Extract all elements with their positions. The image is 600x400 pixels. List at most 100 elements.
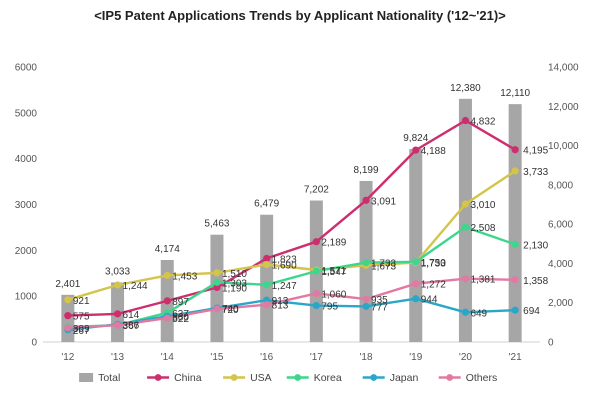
line-data-label-usa: 1,733 xyxy=(421,259,446,270)
right-axis-tick-label: 14,000 xyxy=(548,63,579,74)
right-axis-tick-label: 0 xyxy=(548,338,554,349)
point-japan xyxy=(461,308,470,316)
legend-label-korea: Korea xyxy=(314,372,342,384)
line-data-label-others: 1,060 xyxy=(321,289,346,300)
point-china xyxy=(113,310,122,318)
point-china xyxy=(213,283,221,292)
line-data-label-others: 1,381 xyxy=(470,275,495,286)
point-usa xyxy=(113,281,122,289)
x-axis-tick-label: '15 xyxy=(210,352,223,363)
point-usa xyxy=(461,200,470,208)
line-data-label-usa: 3,733 xyxy=(523,167,548,178)
line-data-label-usa: 1,453 xyxy=(172,271,197,282)
right-axis-tick-label: 10,000 xyxy=(548,141,579,152)
point-others xyxy=(64,324,72,332)
line-data-label-usa: 1,571 xyxy=(321,266,346,277)
bar-data-label: 7,202 xyxy=(304,185,329,196)
x-axis-tick-label: '16 xyxy=(260,352,273,363)
line-others xyxy=(67,277,516,329)
line-data-label-others: 1,272 xyxy=(421,280,446,291)
point-korea xyxy=(312,267,320,275)
point-usa xyxy=(263,260,271,269)
right-axis-tick-label: 2,000 xyxy=(548,298,573,309)
line-data-label-japan: 740 xyxy=(222,304,239,315)
line-data-label-japan: 267 xyxy=(73,326,90,337)
legend-marker-others xyxy=(446,374,454,381)
line-china xyxy=(67,119,516,317)
x-axis-tick-label: '20 xyxy=(459,352,472,363)
x-axis-tick-label: '13 xyxy=(111,352,124,363)
legend-marker-korea xyxy=(294,374,302,381)
point-china xyxy=(312,238,320,246)
line-data-label-china: 4,832 xyxy=(470,117,495,128)
line-data-label-korea: 1,303 xyxy=(222,278,247,289)
chart-title: <IP5 Patent Applications Trends by Appli… xyxy=(94,8,506,23)
bar-data-label: 4,174 xyxy=(155,244,180,255)
legend-label-total: Total xyxy=(98,372,120,384)
point-others xyxy=(163,314,171,322)
point-korea xyxy=(511,240,519,248)
point-china xyxy=(64,312,72,320)
line-data-label-usa: 1,690 xyxy=(272,261,297,272)
legend-marker-china xyxy=(154,374,162,381)
line-data-label-china: 2,189 xyxy=(321,238,346,249)
line-data-label-others: 935 xyxy=(371,295,388,306)
point-japan xyxy=(511,306,519,314)
bar-data-label: 6,479 xyxy=(254,199,279,210)
line-data-label-others: 720 xyxy=(222,305,239,316)
line-data-label-korea: 1,750 xyxy=(421,258,446,269)
point-korea xyxy=(362,258,370,267)
line-data-label-korea: 637 xyxy=(172,309,189,320)
line-data-label-japan: 777 xyxy=(371,302,388,313)
point-china xyxy=(461,116,470,125)
line-data-label-others: 309 xyxy=(73,324,90,335)
point-china xyxy=(362,196,370,204)
point-usa xyxy=(213,269,221,277)
point-usa xyxy=(511,167,519,175)
line-japan xyxy=(67,297,516,331)
point-korea xyxy=(461,223,470,231)
point-china xyxy=(412,146,420,154)
line-data-label-china: 3,091 xyxy=(371,196,396,207)
bar-data-label: 12,380 xyxy=(450,83,481,94)
point-others xyxy=(263,301,271,309)
point-korea xyxy=(412,258,420,266)
left-axis-tick-label: 0 xyxy=(31,338,37,349)
bar-total xyxy=(508,104,522,342)
x-axis-tick-label: '21 xyxy=(509,352,522,363)
bar-data-label: 3,033 xyxy=(105,266,130,277)
line-data-label-china: 575 xyxy=(73,312,90,323)
point-others xyxy=(412,280,420,288)
line-data-label-japan: 560 xyxy=(172,312,189,323)
bar-data-label: 5,463 xyxy=(204,219,229,230)
line-data-label-china: 614 xyxy=(123,310,140,321)
bar-data-label: 2,401 xyxy=(55,279,80,290)
bar-data-label: 9,824 xyxy=(403,133,428,144)
left-axis-tick-label: 2000 xyxy=(15,246,38,257)
x-axis-tick-label: '12 xyxy=(61,352,74,363)
point-china xyxy=(163,297,171,305)
right-axis-tick-label: 12,000 xyxy=(548,102,579,113)
line-data-label-usa: 1,244 xyxy=(123,281,148,292)
right-axis-tick-label: 6,000 xyxy=(548,220,573,231)
legend-label-usa: USA xyxy=(250,372,272,384)
line-data-label-china: 4,188 xyxy=(421,146,446,157)
legend-marker-japan xyxy=(370,374,378,381)
legend-label-japan: Japan xyxy=(390,372,419,384)
line-data-label-usa: 1,673 xyxy=(371,261,396,272)
point-usa xyxy=(163,271,171,280)
x-axis-tick-label: '17 xyxy=(310,352,323,363)
point-korea xyxy=(263,281,271,289)
bar-data-label: 12,110 xyxy=(500,88,530,99)
left-axis-tick-label: 5000 xyxy=(15,108,38,119)
x-axis-tick-label: '14 xyxy=(161,352,174,363)
line-data-label-others: 367 xyxy=(123,321,140,332)
legend-swatch-total xyxy=(79,373,94,382)
bar-data-label: 8,199 xyxy=(354,165,379,176)
right-axis-tick-label: 8,000 xyxy=(548,180,573,191)
line-usa xyxy=(67,169,516,301)
point-japan xyxy=(362,302,370,310)
legend-label-china: China xyxy=(174,372,202,384)
